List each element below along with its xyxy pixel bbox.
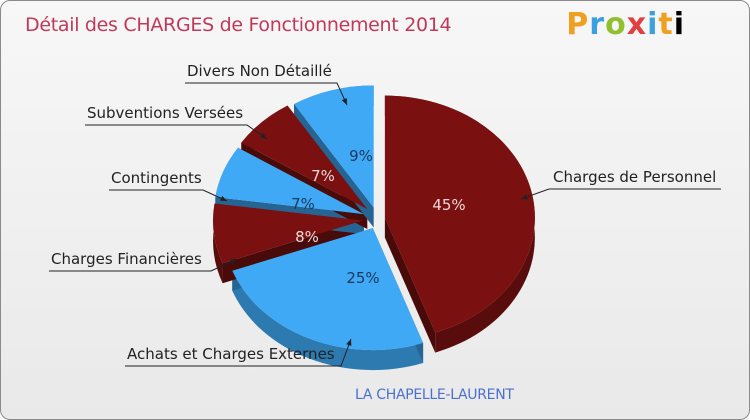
leader-line [109,189,228,202]
pie-slice [241,105,368,210]
slice-percent-label: 7% [311,167,335,185]
leader-line [49,258,238,272]
logo-letter: P [566,7,590,42]
pie-slice-side [213,203,223,284]
pie-slice-wall [384,217,436,353]
city-name: LA CHAPELLE-LAURENT [355,387,514,403]
slice-percent-label: 45% [432,196,465,214]
leader-arrow [521,194,528,200]
leader-line [125,338,352,367]
leader-arrow [260,133,267,139]
slice-category-label: Contingents [111,169,202,187]
logo-letter: i [647,7,659,42]
chart-title: Détail des CHARGES de Fonctionnement 201… [25,14,452,36]
slice-category-label: Charges Financières [51,250,202,268]
leader-arrow [230,259,237,265]
slice-category-label: Divers Non Détaillé [187,62,332,80]
leader-line [85,124,268,140]
proxiti-logo: Proxiti [566,7,685,42]
pie-slice [232,228,424,351]
leader-line [520,188,721,200]
slice-percent-label: 8% [295,228,319,246]
logo-letter: o [605,7,627,42]
logo-letter: t [658,7,674,42]
slice-percent-label: 25% [346,269,379,287]
pie-slice [213,203,364,264]
leader-arrow [346,339,352,346]
logo-letter: i [673,7,685,42]
logo-letter: r [589,7,606,42]
slice-percent-label: 7% [291,195,315,213]
leader-line [185,82,348,106]
slice-category-label: Charges de Personnel [553,168,716,186]
slice-category-label: Achats et Charges Externes [127,345,335,363]
slice-percent-label: 9% [349,147,373,165]
leader-arrow [341,98,347,105]
pie-slice [294,85,374,208]
logo-letter: x [626,7,648,42]
pie-slice [215,147,364,215]
pie-slice-side [232,270,424,371]
leader-arrow [220,195,227,201]
pie-tops [213,85,535,351]
slice-category-label: Subventions Versées [87,104,243,122]
pie-slice [384,95,535,333]
